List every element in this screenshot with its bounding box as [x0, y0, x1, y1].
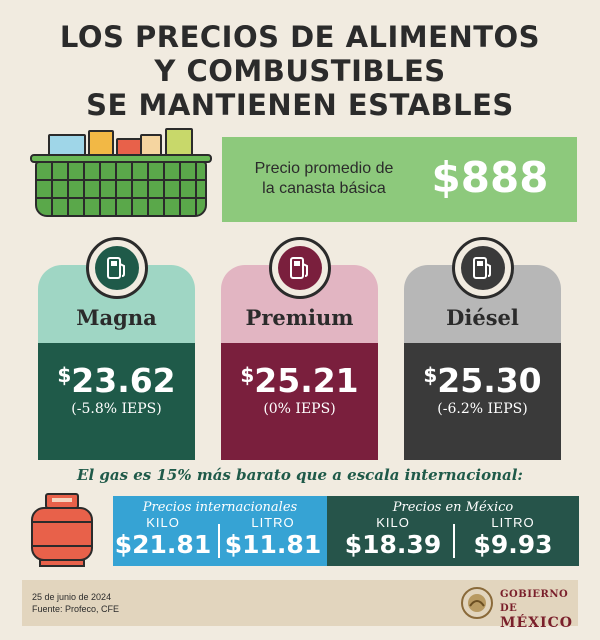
fuel-price: $25.30 [423, 361, 542, 400]
fuel-price: $25.21 [240, 361, 359, 400]
kilo-value: $21.81 [114, 530, 212, 559]
grocery-basket-icon [30, 128, 212, 226]
fuel-price: $23.62 [57, 361, 176, 400]
title-line-1: LOS PRECIOS DE ALIMENTOS [59, 20, 541, 54]
fuel-ieps: (-6.2% IEPS) [437, 401, 528, 417]
gas-claim: El gas es 15% más barato que a escala in… [77, 466, 523, 484]
panel-title: Precios internacionales [142, 500, 298, 515]
mexico-prices-panel: Precios en México KILO $18.39 LITRO $9.9… [327, 496, 579, 566]
footer: 25 de junio de 2024 Fuente: Profeco, CFE… [22, 580, 578, 630]
national-seal-icon [461, 587, 493, 619]
fuel-pump-icon [86, 237, 148, 299]
fuel-name: Diésel [446, 305, 519, 330]
footer-date: 25 de junio de 2024 [32, 592, 112, 602]
gobierno-logo: GOBIERNO DE MÉXICO [500, 589, 573, 631]
gas-tank-icon [31, 493, 93, 567]
title-line-2: Y COMBUSTIBLES [154, 54, 446, 88]
divider [218, 524, 220, 558]
kilo-label: KILO [376, 515, 410, 530]
litro-value: $11.81 [224, 530, 322, 559]
fuel-name: Premium [245, 305, 354, 330]
litro-value: $9.93 [473, 530, 553, 559]
divider [453, 524, 455, 558]
fuel-ieps: (0% IEPS) [263, 401, 336, 417]
fuel-name: Magna [76, 305, 157, 330]
fuel-card-diesel: Diésel $25.30 (-6.2% IEPS) [404, 265, 561, 460]
title-line-3: SE MANTIENEN ESTABLES [86, 88, 514, 122]
panel-title: Precios en México [392, 500, 514, 515]
canasta-basica-panel: Precio promedio de la canasta básica $88… [222, 137, 577, 222]
litro-label: LITRO [491, 515, 535, 530]
kilo-value: $18.39 [344, 530, 442, 559]
canasta-label: Precio promedio de la canasta básica [254, 160, 394, 197]
fuel-pump-icon [269, 237, 331, 299]
canasta-price: $888 [431, 153, 549, 202]
international-prices-panel: Precios internacionales KILO $21.81 LITR… [113, 496, 327, 566]
fuel-ieps: (-5.8% IEPS) [71, 401, 162, 417]
litro-label: LITRO [251, 515, 295, 530]
fuel-card-premium: Premium $25.21 (0% IEPS) [221, 265, 378, 460]
page-title: LOS PRECIOS DE ALIMENTOS Y COMBUSTIBLES … [0, 20, 600, 122]
footer-source: Fuente: Profeco, CFE [32, 604, 120, 614]
kilo-label: KILO [146, 515, 180, 530]
fuel-pump-icon [452, 237, 514, 299]
